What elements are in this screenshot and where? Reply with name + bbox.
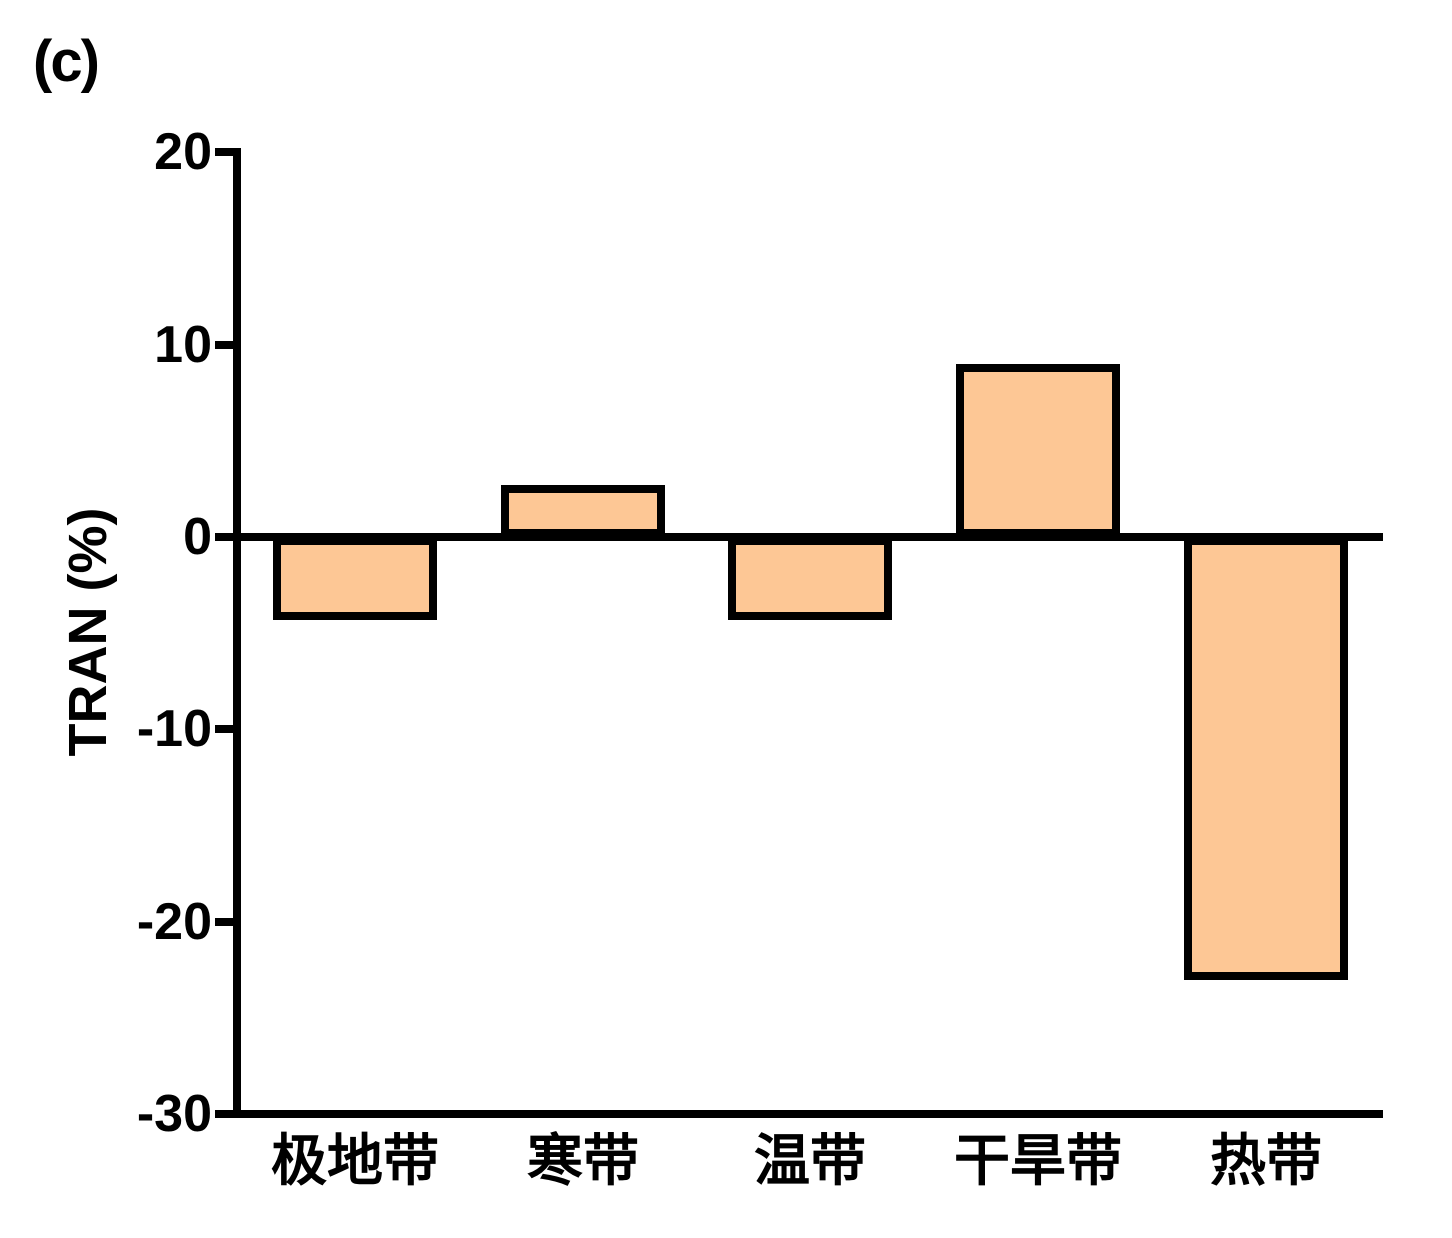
y-tick-label: -10 [136, 700, 212, 759]
x-axis-baseline [233, 1110, 1383, 1118]
x-tick-label: 寒带 [527, 1131, 639, 1193]
x-tick-label: 干旱带 [954, 1131, 1122, 1193]
y-axis-line [233, 148, 241, 1118]
y-tick-mark [215, 148, 233, 157]
y-tick-mark [215, 917, 233, 926]
bar-2 [501, 485, 665, 537]
y-tick-mark [215, 1110, 233, 1119]
y-tick-label: 0 [183, 508, 212, 566]
bar-4 [956, 363, 1120, 537]
y-tick-mark [215, 533, 233, 541]
y-tick-label: 10 [154, 315, 212, 374]
bar-1 [273, 537, 437, 620]
x-tick-label: 热带 [1210, 1131, 1322, 1193]
y-tick-label: -30 [136, 1085, 212, 1144]
x-tick-label: 极地带 [271, 1131, 439, 1193]
y-tick-label: 20 [154, 123, 212, 182]
x-tick-label: 温带 [754, 1131, 866, 1193]
bar-3 [728, 537, 892, 620]
bar-5 [1184, 537, 1348, 980]
zero-line [233, 533, 1383, 541]
panel-label: (c) [33, 29, 100, 94]
y-tick-label: -20 [136, 892, 212, 951]
y-tick-mark [215, 340, 233, 349]
y-tick-mark [215, 725, 233, 734]
